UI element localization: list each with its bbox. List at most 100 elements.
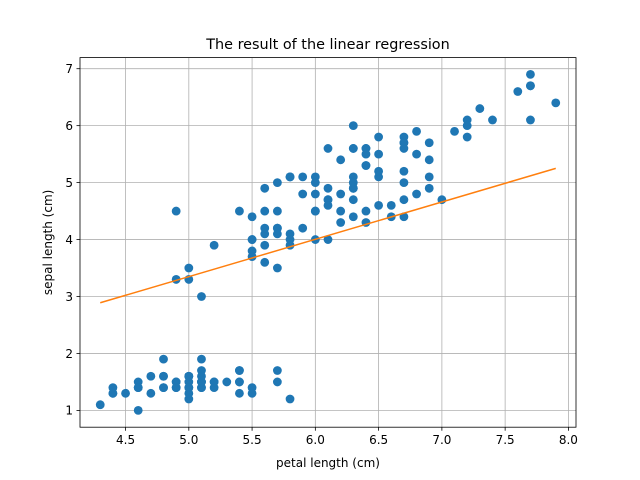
scatter-point: [475, 104, 485, 113]
scatter-point: [260, 206, 270, 216]
x-tick-label: 4.5: [116, 433, 135, 447]
scatter-point: [348, 121, 358, 131]
scatter-point: [285, 394, 295, 404]
scatter-point: [285, 235, 295, 244]
scatter-point: [298, 223, 308, 233]
scatter-point: [336, 155, 346, 165]
scatter-point: [399, 166, 409, 176]
scatter-point: [399, 195, 409, 205]
scatter-point: [171, 206, 181, 216]
scatter-point: [272, 178, 282, 188]
scatter-point: [133, 383, 143, 393]
scatter-point: [209, 377, 219, 387]
scatter-point: [424, 155, 434, 165]
y-tick-label: 7: [65, 62, 73, 76]
scatter-point: [133, 406, 143, 415]
scatter-point: [374, 200, 384, 210]
scatter-point: [526, 81, 535, 91]
chart-title: The result of the linear regression: [205, 37, 450, 53]
scatter-point: [260, 223, 270, 233]
x-axis-ticks: 4.5 5.0 5.5 6.0 6.5 7.0 7.5 8.0: [116, 427, 578, 447]
scatter-point: [159, 354, 168, 364]
scatter-point: [298, 172, 308, 182]
scatter-point: [260, 257, 270, 267]
scatter-point: [235, 366, 244, 375]
scatter-point: [424, 183, 434, 193]
scatter-point: [361, 161, 371, 170]
scatter-point: [323, 235, 333, 244]
y-tick-label: 2: [65, 347, 73, 361]
scatter-point: [361, 149, 371, 159]
scatter-point: [197, 354, 206, 364]
scatter-point: [424, 172, 434, 182]
scatter-point: [374, 166, 384, 176]
scatter-point: [197, 371, 206, 381]
scatter-point: [348, 195, 358, 205]
scatter-point: [336, 218, 346, 227]
scatter-point: [146, 371, 156, 381]
scatter-point: [121, 388, 130, 398]
x-tick-label: 5.5: [243, 433, 262, 447]
regression-line: [100, 167, 556, 304]
scatter-point: [412, 189, 421, 199]
scatter-point: [197, 292, 206, 301]
scatter-point: [551, 98, 561, 108]
scatter-point: [209, 240, 219, 250]
scatter-point: [336, 189, 346, 199]
scatter-point: [272, 229, 282, 239]
scatter-point: [146, 388, 156, 398]
y-tick-label: 3: [65, 290, 73, 304]
scatter-point: [399, 178, 409, 188]
scatter-point: [247, 212, 257, 222]
scatter-point: [260, 240, 270, 250]
scatter-point: [336, 206, 346, 216]
plot-frame: [79, 57, 577, 428]
scatter-point: [260, 183, 270, 193]
scatter-point: [184, 371, 194, 381]
y-axis-label: sepal length (cm): [41, 190, 55, 295]
grid: [80, 57, 576, 428]
x-tick-label: 6.5: [369, 433, 388, 447]
scatter-point: [488, 115, 497, 125]
scatter-point: [323, 183, 333, 193]
scatter-point: [412, 149, 421, 159]
scatter-point: [323, 144, 333, 153]
scatter-point: [235, 388, 244, 398]
scatter-point: [450, 126, 459, 136]
y-tick-label: 4: [65, 233, 73, 247]
scatter-point: [159, 383, 168, 393]
scatter-point: [310, 178, 320, 188]
scatter-point: [348, 144, 358, 153]
scatter-point: [272, 366, 282, 375]
scatter-point: [399, 138, 409, 148]
scatter-point: [272, 206, 282, 216]
scatter-point: [222, 377, 232, 387]
scatter-point: [412, 126, 421, 136]
y-tick-label: 1: [65, 404, 73, 418]
scatter-point: [513, 87, 523, 96]
scatter-point: [462, 132, 472, 142]
x-tick-label: 7.0: [432, 433, 451, 447]
scatter-point: [310, 189, 320, 199]
x-tick-label: 7.5: [496, 433, 515, 447]
scatter-point: [374, 149, 384, 159]
scatter-point: [272, 263, 282, 273]
scatter-point: [171, 383, 181, 393]
scatter-point: [235, 206, 244, 216]
scatter-point: [235, 377, 244, 387]
scatter-point: [526, 70, 535, 79]
scatter-point: [374, 132, 384, 142]
scatter-point: [323, 200, 333, 210]
scatter-point: [462, 121, 472, 131]
scatter-point: [184, 263, 194, 273]
scatter-point: [526, 115, 535, 125]
x-axis-label: petal length (cm): [276, 456, 380, 470]
scatter-points: [95, 70, 561, 415]
regression-line-group: [100, 167, 556, 304]
y-tick-label: 5: [65, 176, 73, 190]
scatter-point: [95, 400, 105, 410]
y-axis-ticks: 1 2 3 4 5 6 7: [65, 62, 80, 418]
scatter-point: [247, 235, 257, 244]
